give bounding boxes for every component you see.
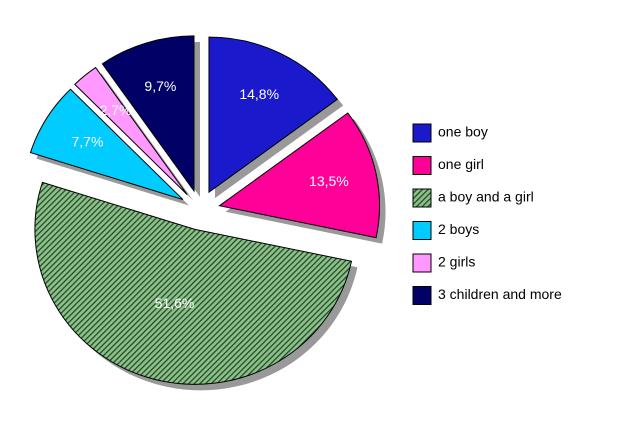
data-label: 51,6% (155, 295, 195, 311)
legend-swatch (412, 123, 432, 143)
legend-label: one boy (438, 124, 488, 140)
slice (74, 66, 188, 195)
legend-label: a boy and a girl (438, 189, 534, 205)
slice (29, 88, 184, 201)
legend-swatch (412, 286, 432, 305)
data-label: 9,7% (144, 78, 176, 94)
legend-swatch (412, 253, 432, 273)
data-label: 7,7% (71, 134, 103, 150)
legend-label: 2 boys (438, 221, 479, 237)
legend-label: 2 girls (438, 254, 475, 270)
legend-swatch (412, 188, 432, 208)
data-label: 2,7% (100, 102, 132, 118)
slice (101, 35, 195, 193)
legend-swatch (412, 221, 432, 240)
legend-swatch (412, 156, 432, 175)
slice (34, 181, 353, 385)
slice (208, 36, 338, 194)
legend-label: 3 children and more (438, 286, 562, 302)
data-label: 13,5% (309, 173, 349, 189)
legend-label: one girl (438, 156, 484, 172)
data-label: 14,8% (239, 86, 279, 102)
slice (218, 112, 381, 239)
